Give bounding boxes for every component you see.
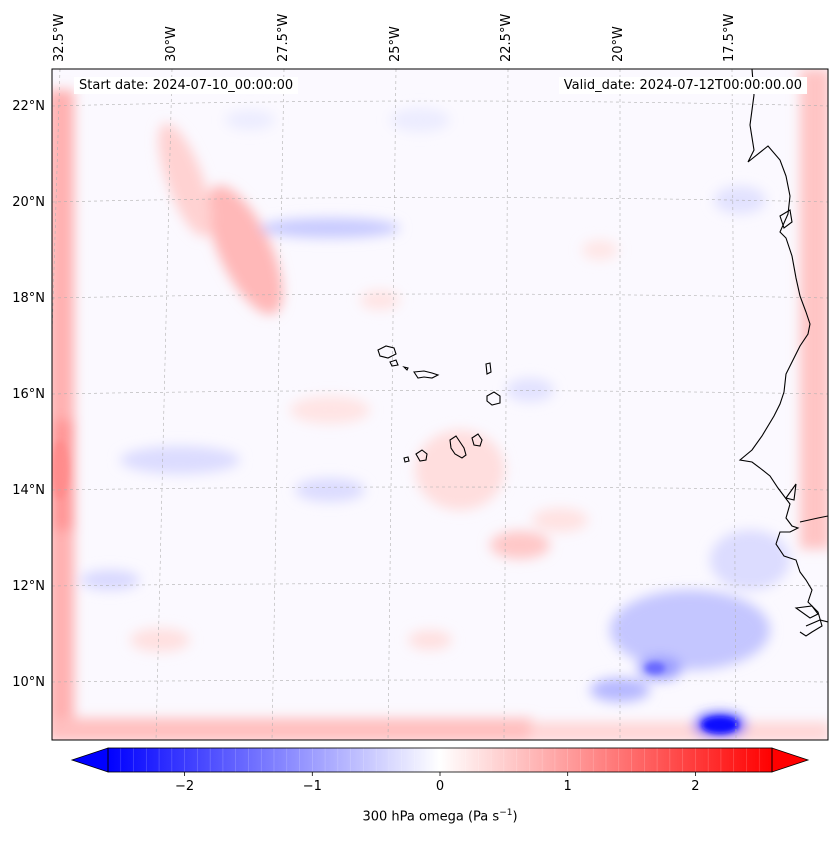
lat-label-22n: 22°N [12,99,45,114]
lon-label-25w: 25°W [388,26,403,62]
colorbar-extend-low [70,747,109,773]
island-sal [485,362,492,375]
colorbar-extend-high [771,747,810,773]
lon-label-32-5w: 32.5°W [52,13,67,62]
valid-date-label: Valid_date: 2024-07-12T00:00:00.00 [558,77,807,94]
lat-label-10n: 10°N [12,675,45,690]
colorbar-variable: 300 hPa omega [362,809,464,825]
map-frame [51,68,829,741]
colorbar [70,747,810,776]
island-fogo [415,449,428,462]
lat-label-18n: 18°N [12,291,45,306]
field-intense-patches [52,440,738,733]
lat-label-20n: 20°N [12,195,45,210]
island-santa-luzia [402,365,409,371]
start-date-label: Start date: 2024-07-10_00:00:00 [74,77,299,94]
cabo-verde-islands [377,345,501,463]
west-africa-coastline [738,69,828,637]
colorbar-tick-label: 1 [563,779,572,794]
lat-label-16n: 16°N [12,387,45,402]
colorbar-tick-label: −1 [302,779,322,794]
colorbar-tick-label: 0 [435,779,445,794]
lon-label-20w: 20°W [611,26,626,62]
island-sao-nicolau [413,370,440,379]
colorbar-steps [120,748,760,772]
colorbar-units-exponent: −1 [499,808,513,818]
colorbar-units: Pa s [473,809,500,825]
island-brava [403,456,410,463]
colorbar-gradient [108,748,772,772]
colorbar-tick-label: 2 [691,779,700,794]
island-maio [471,433,483,447]
colorbar-label: 300 hPa omega (Pa s−1) [362,808,518,825]
island-sao-vicente [389,359,399,367]
lat-label-12n: 12°N [12,579,45,594]
lon-label-30w: 30°W [164,26,179,62]
lon-label-22-5w: 22.5°W [499,13,514,62]
island-boa-vista [486,391,501,406]
colorbar-tick-label: −2 [175,779,195,794]
lon-label-27-5w: 27.5°W [276,13,291,62]
colorbar-ticks [184,772,696,776]
island-santo-antao [377,345,397,359]
lat-label-14n: 14°N [12,483,45,498]
omega-field [52,69,828,740]
gridlines [52,69,828,740]
lon-label-17-5w: 17.5°W [722,13,737,62]
island-santiago [449,435,467,459]
